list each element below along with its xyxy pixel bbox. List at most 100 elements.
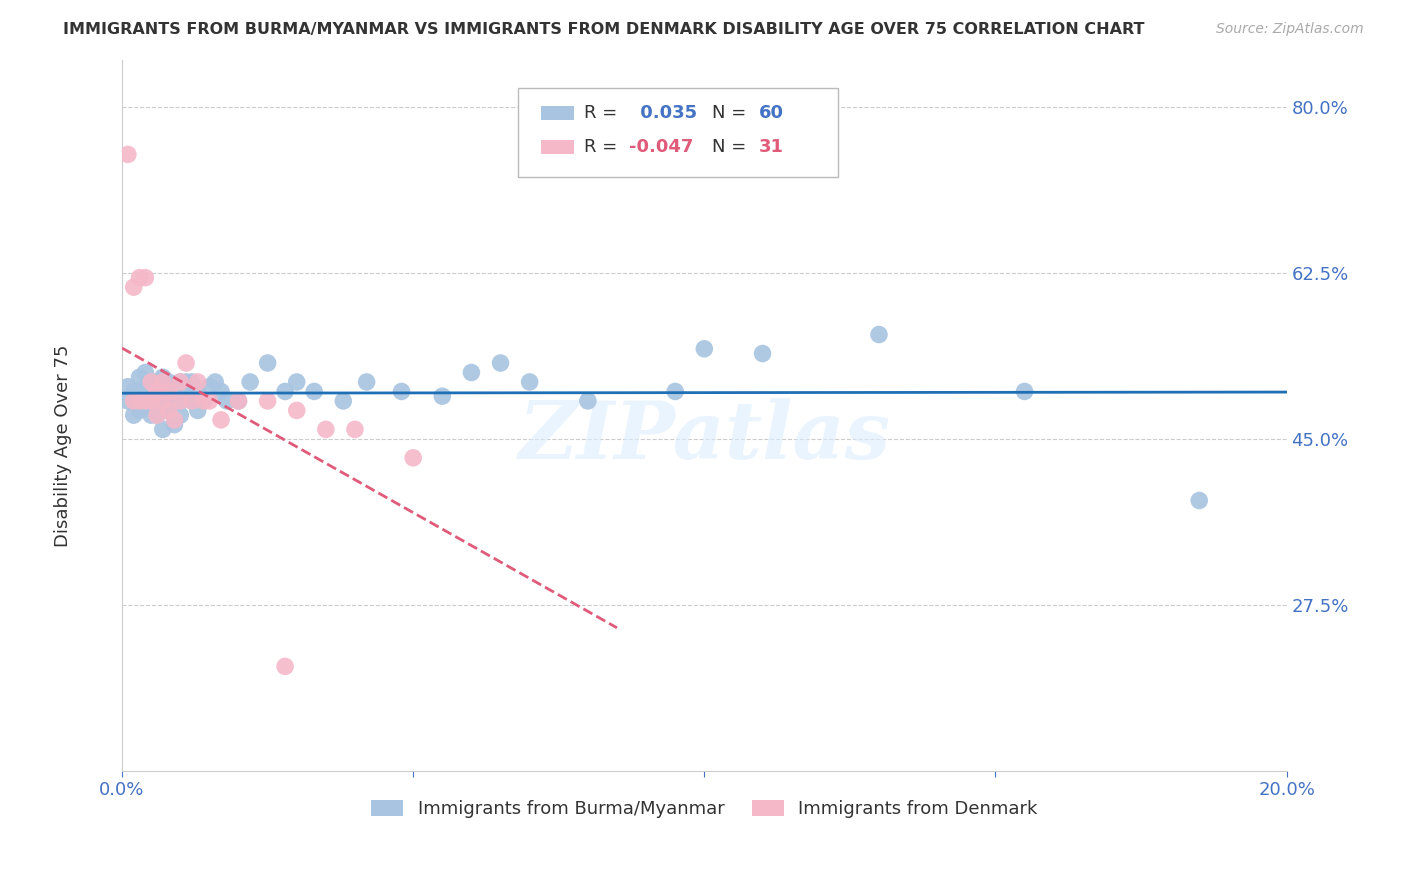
Text: IMMIGRANTS FROM BURMA/MYANMAR VS IMMIGRANTS FROM DENMARK DISABILITY AGE OVER 75 : IMMIGRANTS FROM BURMA/MYANMAR VS IMMIGRA…: [63, 22, 1144, 37]
Point: [141, 389, 163, 403]
Point: [141, 375, 163, 389]
Point: [152, 375, 174, 389]
Point: [198, 393, 221, 408]
Point: [157, 389, 180, 403]
Point: [187, 384, 209, 399]
Text: N =: N =: [713, 104, 752, 122]
Point: [343, 422, 366, 436]
Text: 0.035: 0.035: [634, 104, 697, 122]
Point: [174, 389, 197, 403]
Point: [664, 384, 686, 399]
Point: [193, 393, 215, 408]
Point: [128, 270, 150, 285]
FancyBboxPatch shape: [517, 88, 838, 177]
Text: R =: R =: [585, 138, 623, 156]
Point: [302, 384, 325, 399]
Point: [174, 375, 197, 389]
Point: [134, 399, 156, 413]
Point: [460, 366, 482, 380]
Text: ZIPatlas: ZIPatlas: [519, 398, 890, 475]
Point: [141, 375, 163, 389]
Point: [285, 375, 308, 389]
Point: [256, 393, 278, 408]
Point: [1014, 384, 1036, 399]
Point: [239, 375, 262, 389]
Point: [146, 408, 169, 422]
Point: [128, 370, 150, 384]
Point: [356, 375, 378, 389]
Point: [134, 366, 156, 380]
Point: [402, 450, 425, 465]
Point: [134, 393, 156, 408]
Point: [187, 375, 209, 389]
Point: [152, 422, 174, 436]
Point: [157, 375, 180, 389]
Point: [169, 393, 191, 408]
Point: [576, 393, 599, 408]
Point: [181, 393, 204, 408]
Point: [117, 147, 139, 161]
Point: [169, 375, 191, 389]
FancyBboxPatch shape: [541, 106, 574, 120]
Point: [169, 375, 191, 389]
Point: [146, 384, 169, 399]
Text: R =: R =: [585, 104, 623, 122]
Point: [128, 393, 150, 408]
Point: [1188, 493, 1211, 508]
Point: [122, 393, 145, 408]
Point: [187, 403, 209, 417]
Point: [181, 393, 204, 408]
Text: Disability Age Over 75: Disability Age Over 75: [55, 344, 72, 548]
Legend: Immigrants from Burma/Myanmar, Immigrants from Denmark: Immigrants from Burma/Myanmar, Immigrant…: [364, 793, 1045, 826]
Point: [204, 375, 226, 389]
Point: [152, 403, 174, 417]
Point: [285, 403, 308, 417]
Point: [163, 417, 186, 432]
Point: [489, 356, 512, 370]
Point: [209, 413, 232, 427]
Point: [134, 270, 156, 285]
Point: [134, 380, 156, 394]
Point: [181, 375, 204, 389]
Text: Source: ZipAtlas.com: Source: ZipAtlas.com: [1216, 22, 1364, 37]
Point: [141, 408, 163, 422]
Point: [117, 380, 139, 394]
Text: -0.047: -0.047: [628, 138, 693, 156]
Point: [868, 327, 890, 342]
Point: [256, 356, 278, 370]
Point: [215, 393, 238, 408]
Point: [209, 384, 232, 399]
Point: [152, 389, 174, 403]
Point: [141, 393, 163, 408]
Point: [228, 393, 250, 408]
Point: [519, 375, 541, 389]
Point: [146, 408, 169, 422]
Point: [174, 356, 197, 370]
Point: [122, 280, 145, 294]
Point: [157, 403, 180, 417]
Point: [169, 393, 191, 408]
Point: [163, 380, 186, 394]
Point: [169, 408, 191, 422]
Point: [117, 393, 139, 408]
Point: [693, 342, 716, 356]
Point: [274, 659, 297, 673]
Text: 60: 60: [759, 104, 785, 122]
Point: [157, 403, 180, 417]
Point: [152, 393, 174, 408]
Point: [152, 370, 174, 384]
Point: [193, 393, 215, 408]
Point: [163, 393, 186, 408]
Point: [274, 384, 297, 399]
Point: [128, 384, 150, 399]
Point: [122, 384, 145, 399]
Point: [163, 413, 186, 427]
Point: [146, 375, 169, 389]
Point: [332, 393, 354, 408]
Point: [391, 384, 413, 399]
Point: [157, 384, 180, 399]
Point: [751, 346, 773, 360]
Text: N =: N =: [713, 138, 752, 156]
Text: 31: 31: [759, 138, 785, 156]
Point: [146, 389, 169, 403]
